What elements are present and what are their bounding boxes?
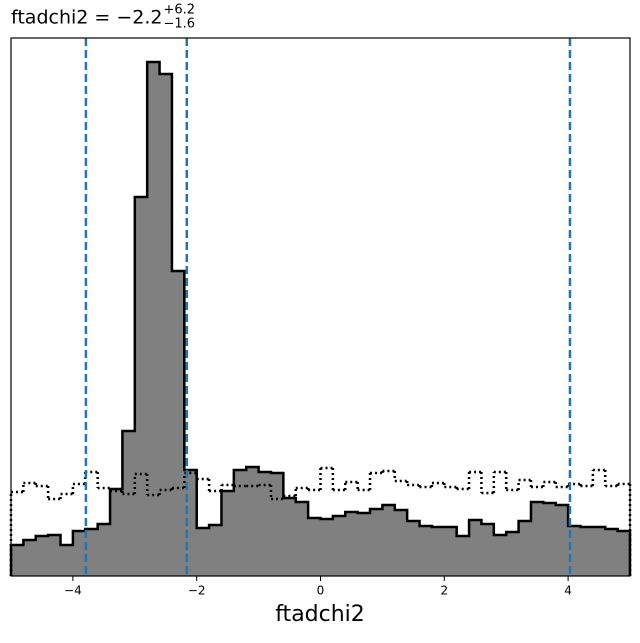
bar [431, 526, 445, 577]
bar [60, 544, 74, 577]
bar [518, 520, 532, 577]
bar [394, 509, 408, 577]
bar [270, 472, 284, 577]
bar [171, 270, 185, 577]
bar [357, 512, 371, 577]
bar [196, 527, 210, 577]
bar [23, 539, 37, 577]
bar [146, 61, 160, 577]
bar [47, 534, 61, 577]
plot-frame [10, 37, 631, 577]
bar [580, 526, 594, 577]
x-tick-label: 2 [440, 584, 448, 598]
bar [159, 73, 173, 577]
title-lower: −1.6 [164, 17, 196, 32]
bar [97, 523, 111, 577]
x-tick-label: −2 [188, 584, 206, 598]
bar [505, 531, 519, 577]
histogram-outline [9, 60, 632, 576]
bar [134, 196, 148, 577]
bar [295, 501, 309, 577]
bar [369, 508, 383, 577]
bar [221, 490, 235, 577]
bar [543, 502, 556, 577]
x-tick-label: 4 [564, 584, 572, 598]
bar [258, 471, 272, 577]
bar [444, 526, 457, 577]
bar [122, 430, 136, 577]
title-upper: +6.2 [164, 3, 196, 18]
bar [320, 518, 334, 577]
bar [382, 504, 396, 577]
bar [456, 535, 470, 577]
bar [530, 501, 544, 577]
bar [109, 488, 123, 577]
x-tick-label: −4 [64, 584, 82, 598]
bar [419, 525, 433, 577]
chart-title: ftadchi2 = −2.2 [11, 7, 163, 29]
x-tick-label: 0 [317, 584, 325, 598]
bar [481, 523, 495, 577]
x-axis-label: ftadchi2 [275, 602, 365, 627]
bar [406, 520, 420, 577]
bar [35, 535, 49, 577]
bar [345, 511, 358, 577]
bar [468, 519, 482, 577]
bar [208, 524, 222, 577]
bar [604, 528, 618, 577]
bar [332, 515, 346, 577]
bar [617, 530, 631, 577]
bar [72, 530, 86, 577]
bar [493, 534, 507, 577]
bar [10, 544, 24, 577]
bar [592, 526, 606, 577]
bar [307, 517, 321, 577]
bar [283, 497, 296, 577]
bar [555, 504, 569, 577]
bar [245, 466, 259, 577]
